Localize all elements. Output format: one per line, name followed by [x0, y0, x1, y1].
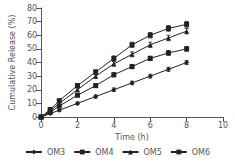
- svg-text:60: 60: [27, 31, 37, 40]
- svg-text:Time (h): Time (h): [114, 133, 148, 142]
- svg-text:70: 70: [27, 17, 37, 26]
- svg-text:20: 20: [27, 85, 37, 94]
- svg-text:10: 10: [27, 99, 37, 108]
- svg-text:4: 4: [111, 121, 116, 130]
- svg-text:6: 6: [148, 121, 153, 130]
- svg-text:0: 0: [39, 121, 44, 130]
- svg-text:0: 0: [32, 113, 37, 122]
- svg-text:OM4: OM4: [95, 148, 113, 157]
- svg-text:10: 10: [218, 121, 228, 130]
- svg-text:Cumulative Release (%): Cumulative Release (%): [8, 15, 17, 111]
- svg-text:40: 40: [27, 58, 37, 67]
- svg-text:OM3: OM3: [47, 148, 65, 157]
- svg-text:80: 80: [27, 4, 37, 13]
- svg-text:2: 2: [75, 121, 80, 130]
- svg-text:30: 30: [27, 72, 37, 81]
- svg-text:OM6: OM6: [192, 148, 210, 157]
- svg-text:8: 8: [184, 121, 189, 130]
- svg-text:50: 50: [27, 44, 37, 53]
- svg-text:OM5: OM5: [144, 148, 162, 157]
